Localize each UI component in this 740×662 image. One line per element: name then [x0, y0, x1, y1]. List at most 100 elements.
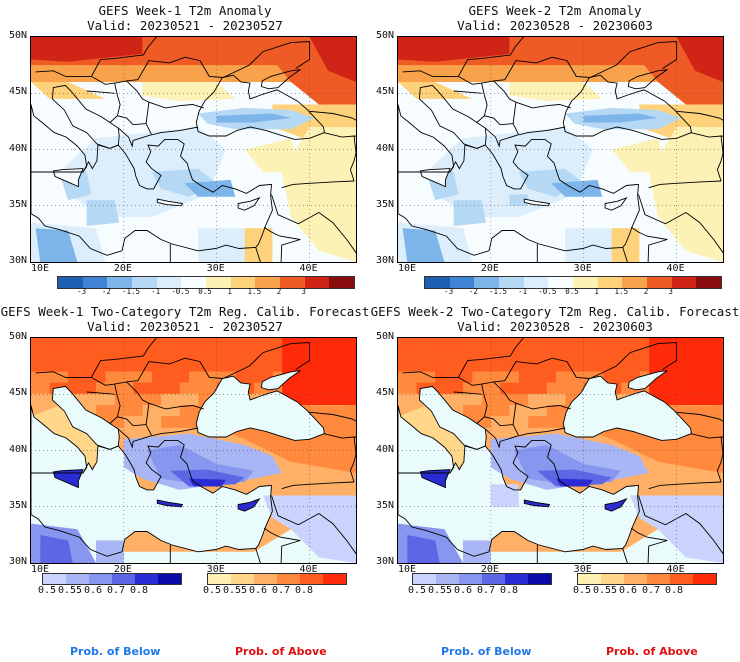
x-tick-label: 40E: [299, 263, 318, 274]
colorbar-label: 1: [227, 287, 232, 296]
y-tick-label: 30N: [8, 255, 27, 266]
colorbar-swatch: [323, 574, 346, 584]
panel-week1-anomaly: GEFS Week-1 T2m Anomaly Valid: 20230521 …: [0, 0, 370, 300]
colorbar-swatch: [329, 277, 355, 288]
x-tick-label: 30E: [573, 564, 592, 575]
colorbar-swatch: [413, 574, 436, 584]
colorbar-swatch: [528, 574, 551, 584]
colorbar-swatch: [425, 277, 450, 288]
anomaly-colorbar: [424, 276, 722, 289]
colorbar-swatch: [449, 277, 475, 288]
x-tick-label: 40E: [666, 564, 685, 575]
colorbar-label: 2: [643, 287, 649, 296]
colorbar-label: 0.8: [664, 585, 684, 596]
colorbar-label: 0.55: [57, 585, 83, 596]
colorbar-label: 0.8: [129, 585, 149, 596]
below-colorbar: [42, 573, 182, 585]
colorbar-label: -1: [151, 287, 161, 296]
colorbar-swatch: [132, 277, 157, 288]
colorbar-label: 0.5: [565, 287, 579, 296]
panel-valid-dates: Valid: 20230528 - 20230603: [457, 18, 653, 33]
colorbar-swatch: [43, 574, 66, 584]
colorbar-label: -1.5: [121, 287, 141, 296]
colorbar-swatch: [459, 574, 482, 584]
colorbar-swatch: [624, 574, 647, 584]
colorbar-swatch: [548, 277, 574, 288]
x-tick-label: 20E: [480, 564, 499, 575]
colorbar-swatch: [58, 277, 83, 288]
x-tick-label: 10E: [397, 564, 417, 575]
colorbar-label: -0.5: [171, 287, 190, 296]
colorbar-label: 0.55: [427, 585, 453, 596]
y-tick-label: 40N: [375, 443, 394, 455]
colorbar-label: 2: [276, 287, 282, 296]
colorbar-swatch: [112, 574, 135, 584]
y-tick-label: 50N: [8, 331, 27, 342]
colorbar-label: -1: [518, 287, 528, 296]
above-colorbar: [207, 573, 347, 585]
colorbar-swatch: [601, 574, 624, 584]
panel-week2-anomaly: GEFS Week-2 T2m Anomaly Valid: 20230528 …: [370, 0, 740, 300]
y-tick-label: 30N: [8, 556, 27, 567]
y-tick-label: 50N: [8, 30, 27, 41]
x-tick-label: 30E: [206, 263, 225, 274]
prob-below-label: Prob. of Below: [70, 645, 161, 658]
x-tick-label: 10E: [30, 564, 50, 575]
anomaly-map-week2: [397, 36, 724, 263]
colorbar-swatch: [181, 277, 207, 288]
below-colorbar: [412, 573, 552, 585]
y-tick-label: 35N: [8, 499, 27, 511]
colorbar-label: 0.5: [37, 585, 57, 596]
colorbar-label: 3: [301, 287, 306, 296]
colorbar-label: 0.5: [572, 585, 592, 596]
panel-week1-probability: GEFS Week-1 Two-Category T2m Reg. Calib.…: [0, 300, 370, 662]
colorbar-swatch: [206, 277, 231, 288]
colorbar-swatch: [89, 574, 112, 584]
prob-above-label: Prob. of Above: [606, 645, 698, 658]
colorbar-label: 0.6: [83, 585, 103, 596]
y-tick-label: 35N: [375, 499, 394, 511]
colorbar-label: -2: [468, 287, 478, 296]
colorbar-swatch: [436, 574, 459, 584]
x-tick-label: 10E: [397, 263, 417, 274]
colorbar-label: 0.8: [499, 585, 519, 596]
y-tick-label: 45N: [8, 86, 27, 98]
colorbar-label: 1: [594, 287, 599, 296]
colorbar-swatch: [693, 574, 716, 584]
colorbar-label: -1.5: [488, 287, 508, 296]
colorbar-label: 0.55: [222, 585, 248, 596]
colorbar-label: 0.8: [294, 585, 314, 596]
colorbar-label: 0.5: [407, 585, 427, 596]
colorbar-label: -3: [77, 287, 87, 296]
colorbar-swatch: [505, 574, 528, 584]
y-tick-label: 40N: [375, 142, 394, 154]
colorbar-label: 0.7: [106, 585, 126, 596]
y-tick-label: 30N: [375, 255, 394, 266]
colorbar-swatch: [482, 574, 505, 584]
colorbar-swatch: [280, 277, 305, 288]
colorbar-label: -0.5: [538, 287, 557, 296]
colorbar-label: 0.5: [202, 585, 222, 596]
y-tick-label: 45N: [375, 387, 394, 399]
colorbar-swatch: [255, 277, 281, 288]
panel-title: GEFS Week-1 T2m Anomaly: [98, 3, 272, 18]
colorbar-label: 0.6: [248, 585, 268, 596]
colorbar-swatch: [277, 574, 300, 584]
colorbar-swatch: [597, 277, 623, 288]
colorbar-label: 0.7: [641, 585, 661, 596]
prob-below-label: Prob. of Below: [441, 645, 532, 658]
y-tick-label: 45N: [375, 86, 394, 98]
x-tick-label: 40E: [299, 564, 318, 575]
colorbar-swatch: [107, 277, 133, 288]
colorbar-swatch: [696, 277, 722, 288]
panel-title: GEFS Week-2 Two-Category T2m Reg. Calib.…: [370, 304, 740, 319]
panel-title: GEFS Week-2 T2m Anomaly: [468, 3, 642, 18]
panel-valid-dates: Valid: 20230528 - 20230603: [457, 319, 653, 334]
colorbar-swatch: [66, 574, 89, 584]
colorbar-label: 0.55: [592, 585, 618, 596]
y-tick-label: 45N: [8, 387, 27, 399]
colorbar-swatch: [231, 574, 254, 584]
colorbar-label: 1.5: [247, 287, 262, 296]
x-tick-label: 40E: [666, 263, 685, 274]
colorbar-swatch: [300, 574, 323, 584]
